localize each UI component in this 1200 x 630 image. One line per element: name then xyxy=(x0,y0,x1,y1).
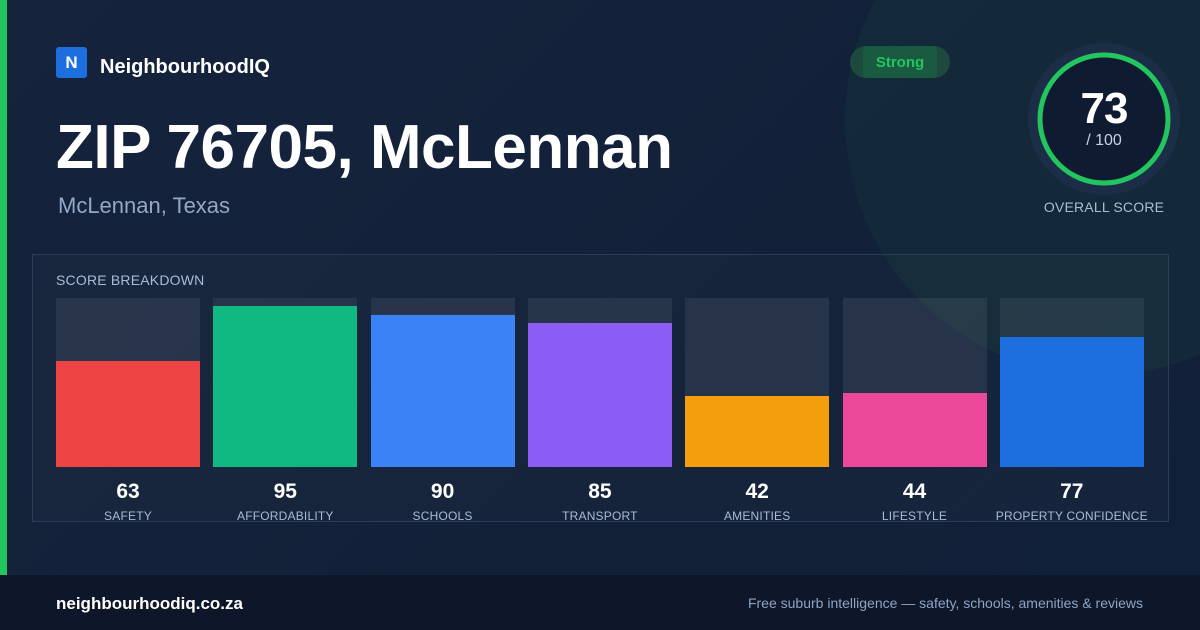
bar-transport xyxy=(527,323,672,467)
score-ring-inner xyxy=(1038,53,1170,185)
bar-track xyxy=(685,298,830,467)
footer-tagline: Free suburb intelligence — safety, schoo… xyxy=(747,595,1143,611)
brand-name: NeighbourhoodIQ xyxy=(100,56,270,78)
score-breakdown-panel: SCORE BREAKDOWN 63 SAFETY 95 AFFORDABILITY 9… xyxy=(32,254,1169,523)
bar-value-label: 90 xyxy=(430,480,455,503)
bar-track xyxy=(527,298,672,467)
bar-track xyxy=(842,298,987,467)
footer-site-link[interactable]: neighbourhoodiq.co.za xyxy=(56,594,243,613)
left-accent-stripe xyxy=(0,0,7,575)
bar-affordability xyxy=(213,306,358,467)
bar-category-label: PROPERTY CONFIDENCE xyxy=(995,509,1148,523)
bar-value-label: 95 xyxy=(273,480,297,503)
bar-amenities xyxy=(685,396,830,467)
bar-category-label: AMENITIES xyxy=(723,509,791,523)
bar-category-label: SAFETY xyxy=(104,509,152,523)
bar-safety xyxy=(56,361,200,467)
logo-mark-icon: N xyxy=(56,47,87,78)
page-title: ZIP 76705, McLennan xyxy=(56,113,673,182)
footer: neighbourhoodiq.co.za Free suburb intell… xyxy=(0,575,1200,630)
brand-logo[interactable]: N NeighbourhoodIQ xyxy=(56,46,270,79)
rating-badge-label: Strong xyxy=(875,53,925,71)
bar-value-label: 42 xyxy=(745,480,769,503)
bar-category-label: AFFORDABILITY xyxy=(236,509,334,523)
overall-score-value: 73 xyxy=(1080,84,1129,133)
bar-track xyxy=(213,298,358,467)
overall-score-label: OVERALL SCORE xyxy=(1043,199,1165,215)
bar-track xyxy=(370,298,515,467)
location-subtitle: McLennan, Texas xyxy=(58,193,231,218)
bar-lifestyle xyxy=(842,393,987,467)
bar-category-label: LIFESTYLE xyxy=(881,509,948,523)
bar-value-label: 77 xyxy=(1060,480,1084,503)
bar-schools xyxy=(370,315,515,467)
score-ring-progress xyxy=(1037,52,1171,186)
breakdown-title: SCORE BREAKDOWN xyxy=(56,272,205,288)
overall-score-ring xyxy=(1028,43,1180,195)
bar-value-label: 63 xyxy=(116,480,140,503)
bar-track xyxy=(56,298,200,467)
bar-value-label: 85 xyxy=(588,480,612,503)
bar-category-label: TRANSPORT xyxy=(562,509,638,523)
rating-badge: Strong xyxy=(850,46,950,78)
bar-property-confidence xyxy=(999,337,1144,467)
bar-track xyxy=(999,298,1144,467)
overall-score-max: / 100 xyxy=(1086,132,1122,149)
bar-category-label: SCHOOLS xyxy=(412,509,473,523)
bar-value-label: 44 xyxy=(902,480,927,503)
